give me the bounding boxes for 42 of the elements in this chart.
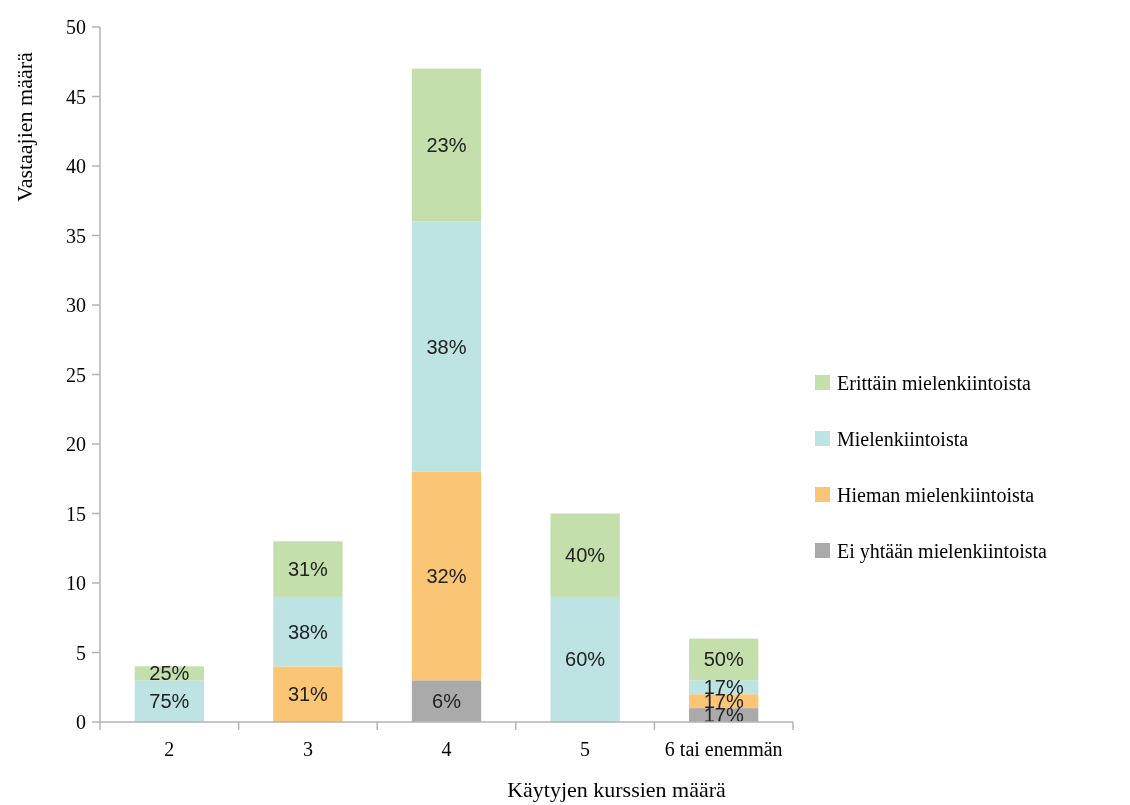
- bar: [550, 596, 620, 722]
- annotation: 38%: [287, 620, 329, 643]
- x-tick-label: 2: [164, 738, 175, 760]
- x-tick-label: 4: [441, 738, 452, 760]
- annotation: 32%: [426, 565, 467, 588]
- annotation: 23%: [426, 134, 467, 157]
- legend-label: Hieman mielenkiintoista: [837, 484, 1035, 506]
- bar: [411, 68, 482, 222]
- bar: [273, 666, 343, 722]
- y-tick-label: 0: [76, 711, 86, 733]
- y-tick-label: 35: [66, 224, 86, 247]
- annotation: 60%: [565, 648, 606, 671]
- x-tick-label: 3: [302, 738, 313, 760]
- x-tick-label: 5: [580, 738, 591, 760]
- legend-label: Ei yhtään mielenkiintoista: [837, 540, 1048, 563]
- legend-label: Erittäin mielenkiintoista: [837, 372, 1031, 394]
- y-tick-label: 10: [66, 572, 86, 594]
- y-tick-label: 25: [66, 363, 86, 386]
- annotation: 50%: [703, 648, 744, 671]
- bar: [273, 541, 343, 597]
- bar: [550, 513, 620, 597]
- y-tick-label: 50: [66, 16, 86, 38]
- bar: [273, 596, 343, 667]
- y-tick-label: 40: [66, 155, 86, 177]
- x-axis-title: Käytyjen kurssien määrä: [507, 777, 727, 802]
- annotation: 31%: [287, 558, 329, 581]
- y-tick-label: 30: [66, 294, 86, 316]
- x-tick-label: 6 tai enemmän: [664, 738, 783, 760]
- y-tick-label: 15: [66, 502, 86, 525]
- y-axis-title: Vastaajien määrä: [12, 51, 37, 202]
- annotation: 75%: [149, 690, 190, 713]
- bar: [411, 221, 482, 472]
- bar: [411, 471, 482, 681]
- y-tick-label: 20: [66, 433, 86, 455]
- annotation: 31%: [287, 683, 329, 706]
- annotation: 6%: [432, 690, 462, 713]
- y-tick-label: 5: [76, 641, 86, 664]
- y-tick-label: 45: [66, 85, 86, 108]
- annotation: 25%: [149, 662, 190, 685]
- legend-label: Mielenkiintoista: [837, 428, 969, 450]
- annotation: 38%: [426, 335, 467, 358]
- annotation: 40%: [565, 544, 606, 567]
